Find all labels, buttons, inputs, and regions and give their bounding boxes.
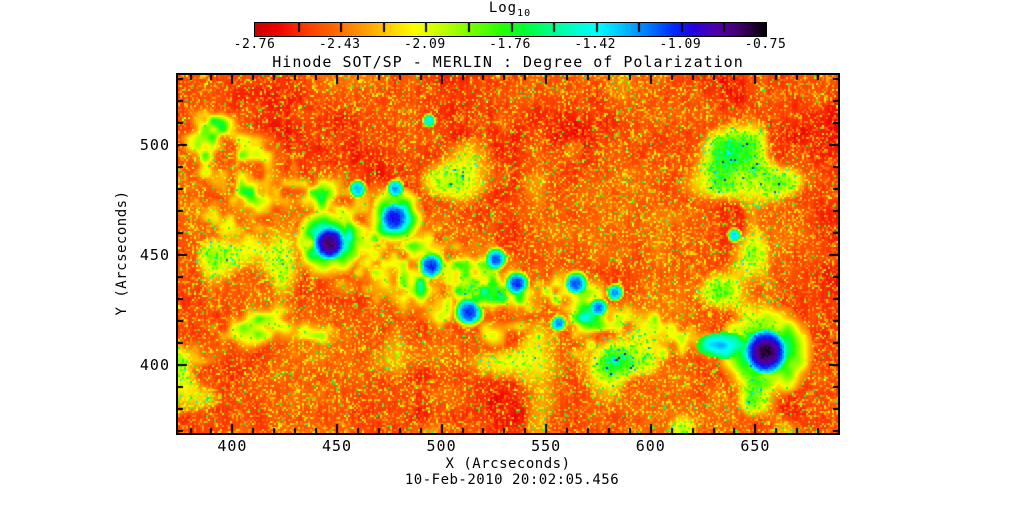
colorbar-tick-label: -2.09 — [404, 37, 446, 52]
x-tick-label: 400 — [217, 437, 248, 455]
x-tick-label: 600 — [635, 437, 666, 455]
y-tick-label: 500 — [139, 135, 170, 154]
colorbar-tick-label: -0.75 — [744, 37, 787, 52]
y-axis-title: Y (Arcseconds) — [114, 190, 130, 316]
colorbar-title-text: Log — [488, 0, 518, 16]
y-tick-label: 450 — [139, 245, 170, 264]
x-axis-title: X (Arcseconds) — [445, 456, 571, 472]
y-tick-label: 400 — [139, 355, 170, 374]
colorbar-tick-label: -2.76 — [233, 37, 276, 52]
colorbar-tick-label: -1.76 — [489, 37, 531, 52]
colorbar-title-subscript: 10 — [517, 7, 532, 19]
plot-frame — [176, 73, 840, 435]
colorbar-tick-label: -1.42 — [574, 37, 616, 52]
x-tick-label: 450 — [321, 437, 353, 455]
colorbar-tick-label: -1.09 — [659, 37, 702, 52]
plot-title: Hinode SOT/SP - MERLIN : Degree of Polar… — [272, 53, 744, 71]
x-tick-label: 500 — [426, 437, 457, 455]
colorbar-tick-label: -2.43 — [318, 37, 361, 52]
x-tick-label: 650 — [740, 437, 771, 455]
timestamp-caption: 10-Feb-2010 20:02:05.456 — [404, 472, 620, 488]
colorbar-gradient — [254, 22, 767, 37]
x-tick-label: 550 — [531, 437, 562, 455]
colorbar-title: Log10 — [489, 0, 531, 19]
heatmap-canvas — [178, 75, 838, 433]
